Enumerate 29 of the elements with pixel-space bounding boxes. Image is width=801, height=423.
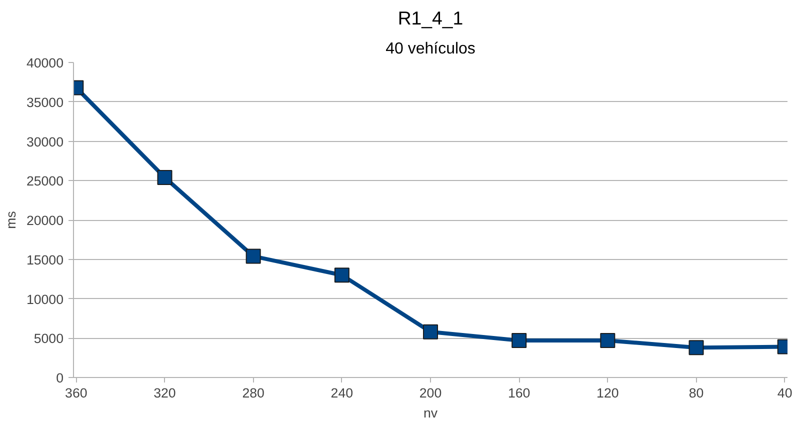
y-tick-label: 35000 — [26, 94, 64, 110]
x-tick-label: 200 — [419, 386, 442, 400]
x-tick-label: 280 — [242, 386, 264, 400]
x-tick-label: 120 — [596, 386, 619, 400]
y-tick-label: 20000 — [26, 213, 64, 228]
chart-title: R1_4_1 — [398, 8, 464, 28]
y-tick-label: 40000 — [26, 56, 64, 70]
y-axis-title: ms — [3, 210, 18, 229]
x-tick-label: 320 — [154, 386, 176, 400]
x-tick-label: 240 — [330, 386, 354, 400]
point — [688, 340, 704, 356]
point — [334, 268, 350, 283]
x-tick-label: 360 — [65, 386, 88, 400]
point — [600, 332, 616, 348]
point — [423, 324, 438, 340]
y-tick-label: 0 — [56, 370, 64, 386]
x-tick-label: 80 — [688, 386, 704, 400]
x-tick-label: 160 — [508, 386, 530, 400]
point — [512, 332, 527, 348]
y-tick-label: 5000 — [34, 331, 64, 346]
point — [246, 248, 261, 264]
y-tick-label: 15000 — [26, 252, 64, 268]
x-axis-title: nv — [423, 406, 438, 420]
y-tick-label: 30000 — [26, 134, 64, 150]
x-tick-label: 40 — [777, 386, 792, 400]
chart-subtitle: 40 vehículos — [386, 40, 476, 58]
y-tick-label: 25000 — [26, 174, 64, 189]
y-tick-label: 10000 — [26, 292, 64, 307]
point — [157, 170, 172, 185]
